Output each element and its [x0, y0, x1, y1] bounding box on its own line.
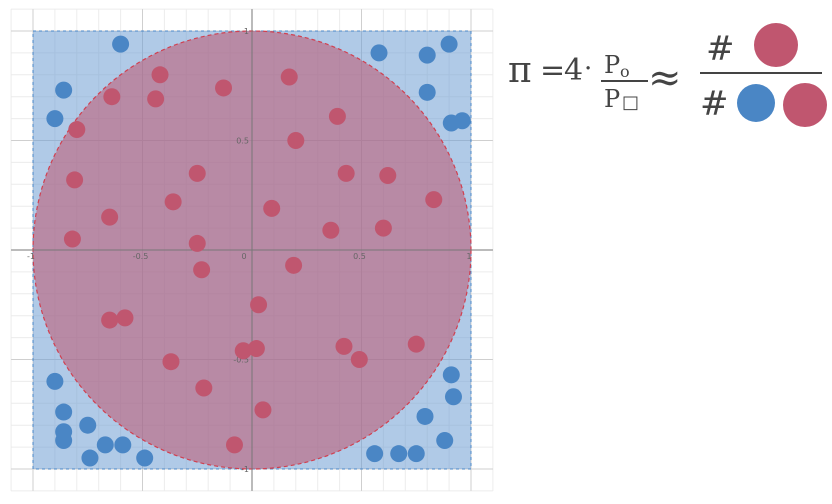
p-square: P	[604, 85, 620, 113]
outside-point	[114, 436, 132, 454]
outside-point	[46, 110, 64, 128]
inside-point	[407, 335, 425, 353]
equals-sign: =	[540, 53, 565, 88]
outside-point	[55, 81, 73, 99]
x-tick-label: -0.5	[133, 252, 149, 261]
monte-carlo-plot: -1 -0.5 0 0.5 1 1 0.5 -0.5 -1	[10, 8, 494, 492]
x-tick-label: -1	[27, 252, 35, 261]
inside-point	[101, 208, 119, 226]
inside-point	[287, 132, 305, 149]
inside-point	[162, 353, 180, 371]
outside-point	[418, 46, 436, 64]
approx-symbol: ≈	[648, 55, 682, 101]
inside-point	[225, 436, 243, 454]
red-dot-icon	[783, 83, 827, 127]
axes	[11, 9, 493, 491]
pi-estimate-formula: π = 4 · P o P □ ≈ # #	[508, 23, 827, 127]
inside-point	[247, 340, 265, 358]
outside-point	[440, 35, 458, 53]
inside-point	[193, 261, 211, 279]
outside-point	[112, 35, 130, 53]
outside-point	[436, 432, 454, 450]
inside-point	[285, 256, 303, 274]
inside-point	[68, 121, 86, 139]
outside-point	[418, 83, 436, 101]
inside-point	[63, 230, 81, 248]
inside-point	[263, 199, 281, 217]
inside-point	[328, 107, 346, 125]
outside-point	[136, 449, 154, 467]
x-tick-label: 1	[466, 252, 471, 261]
inside-point	[164, 193, 182, 211]
y-tick-label: 1	[244, 27, 249, 36]
x-tick-label: 0.5	[353, 252, 366, 261]
inside-point	[103, 88, 121, 106]
inside-point	[322, 221, 340, 239]
outside-point	[79, 416, 97, 434]
y-tick-label: -1	[241, 465, 249, 474]
outside-point	[370, 44, 388, 62]
outside-point	[416, 407, 434, 425]
y-tick-label: -0.5	[233, 356, 249, 365]
outside-point	[442, 366, 460, 384]
inside-point	[195, 379, 213, 397]
outside-point	[81, 449, 99, 467]
outside-point	[46, 372, 64, 390]
tick-labels: -1 -0.5 0 0.5 1 1 0.5 -0.5 -1	[27, 27, 472, 474]
outside-point	[444, 388, 462, 406]
outside-point	[366, 445, 384, 463]
x-tick-label: 0	[241, 252, 246, 261]
hash-top: #	[706, 29, 735, 69]
inside-point	[101, 311, 119, 329]
inside-point	[151, 66, 169, 84]
inside-point	[335, 337, 353, 355]
red-dot-icon	[754, 23, 798, 67]
outside-point	[390, 445, 408, 463]
inside-point	[280, 68, 298, 86]
inside-point	[116, 309, 134, 327]
outside-point	[96, 436, 114, 454]
inside-point	[188, 234, 206, 252]
inside-point	[254, 401, 272, 419]
square-subscript: □	[622, 92, 639, 113]
pi-symbol: π	[508, 50, 532, 91]
outside-point	[55, 403, 73, 421]
inside-point	[147, 90, 165, 108]
hash-bottom: #	[700, 84, 729, 124]
inside-point	[337, 164, 355, 182]
inside-point	[379, 167, 397, 185]
inside-point	[250, 296, 268, 314]
inside-point	[188, 164, 206, 182]
inside-point	[350, 351, 368, 368]
y-tick-label: 0.5	[236, 137, 249, 146]
dot-operator: ·	[584, 54, 592, 84]
circle-subscript: o	[620, 62, 630, 81]
inside-point	[425, 191, 443, 209]
inside-point	[234, 342, 252, 360]
inside-point	[215, 79, 233, 97]
outside-point	[55, 432, 73, 450]
p-circle: P	[604, 51, 620, 79]
outside-point	[453, 112, 471, 130]
inside-point	[374, 219, 392, 237]
blue-dot-icon	[737, 84, 775, 122]
outside-point	[407, 445, 425, 463]
inside-point	[66, 171, 84, 189]
sample-points	[46, 35, 471, 467]
four: 4	[564, 53, 583, 88]
